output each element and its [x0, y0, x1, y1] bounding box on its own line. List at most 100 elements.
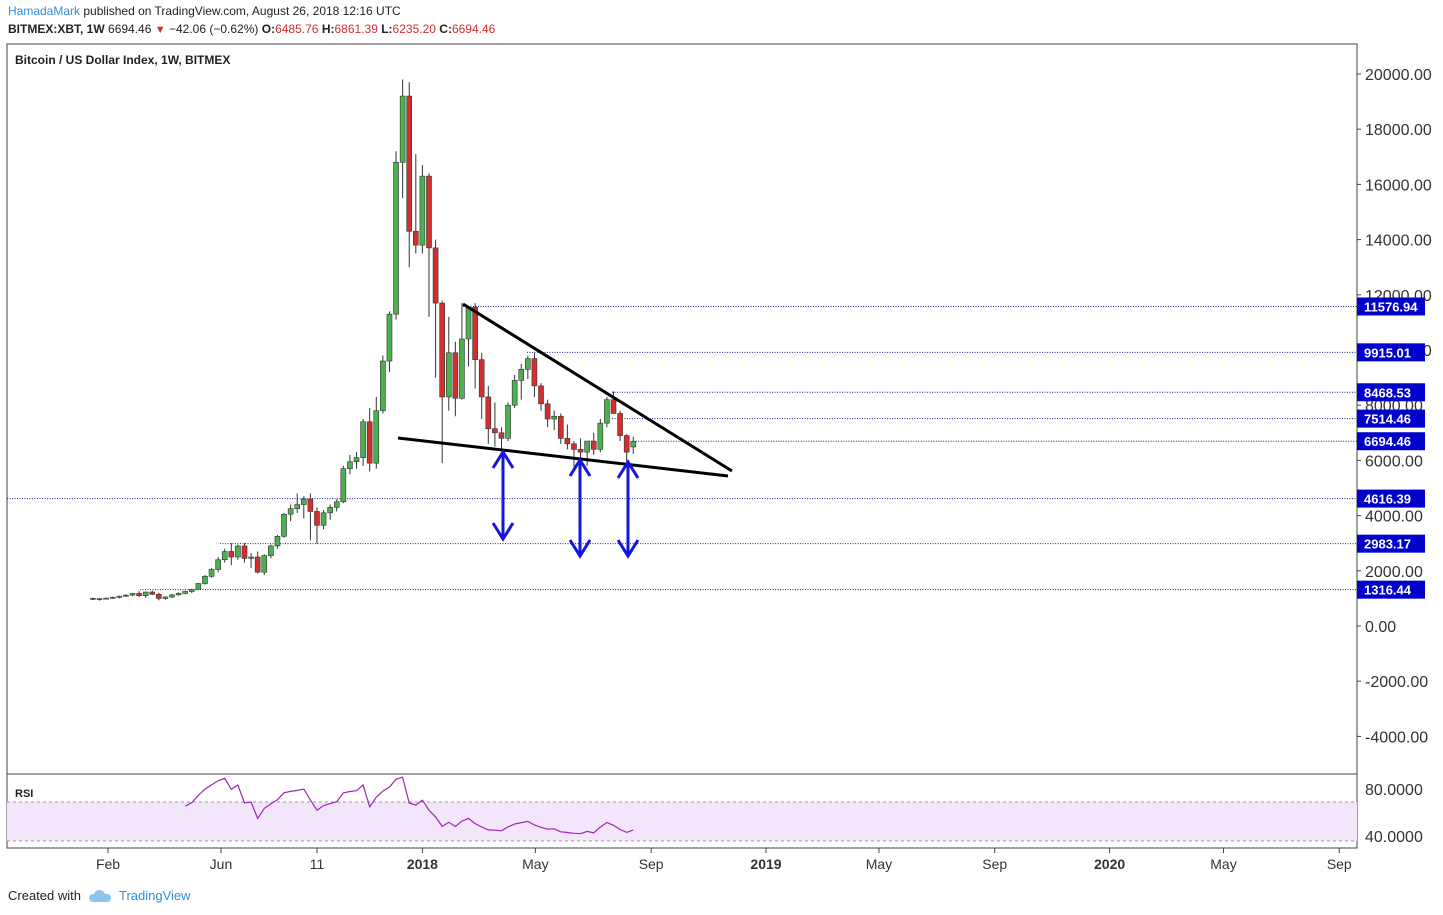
level-price-tag [1357, 489, 1425, 508]
arrow-head-up [568, 457, 592, 477]
change-value: −42.06 (−0.62%) [168, 22, 259, 36]
candle-down [617, 413, 623, 436]
candle-up [333, 501, 340, 508]
candle-down [254, 556, 261, 573]
candle-up [604, 399, 610, 424]
time-tick-label: 2020 [1094, 856, 1125, 872]
candle-up [268, 545, 274, 556]
time-tick-label: Sep [639, 856, 664, 872]
open-value: 6485.76 [275, 22, 319, 36]
candle-up [511, 380, 518, 406]
candle-up [465, 306, 472, 340]
level-price-label: 1316.44 [1364, 583, 1412, 598]
candle-up [274, 535, 281, 547]
candle-up [340, 468, 347, 503]
time-tick-label: Jun [210, 856, 233, 872]
chart-title: Bitcoin / US Dollar Index, 1W, BITMEX [15, 53, 230, 67]
author-link[interactable]: HamadaMark [8, 4, 81, 18]
measure-arrows[interactable] [491, 449, 640, 559]
candle-up [597, 422, 604, 450]
candle-up [399, 95, 406, 163]
triangle-drawing[interactable] [397, 302, 733, 478]
candle-up [162, 596, 169, 599]
descending-trendline[interactable] [462, 302, 733, 473]
ohlc-summary: BITMEX:XBT, 1W 6694.46 ▼ −42.06 (−0.62%)… [8, 22, 495, 36]
candle-down [472, 306, 478, 360]
level-price-tag [1357, 383, 1425, 402]
created-with-label: Created with [8, 888, 81, 903]
level-price-tag [1357, 297, 1425, 316]
candle-up [188, 588, 195, 592]
tradingview-link[interactable]: TradingView [118, 888, 191, 903]
level-price-label: 6694.46 [1364, 434, 1411, 449]
arrow-head-down [616, 539, 640, 559]
candle-up [380, 360, 386, 412]
candle-down [478, 359, 485, 398]
candle-down [314, 511, 320, 526]
candle-up [584, 440, 590, 453]
level-price-label: 4616.39 [1364, 492, 1411, 507]
time-axis: Feb Jun 11 2018 May Sep 2019 May Sep 2020 May Sep [96, 848, 1352, 872]
support-trendline[interactable] [397, 436, 729, 478]
price-tick-label: 6000.00 [1365, 453, 1423, 470]
double-arrow[interactable] [491, 449, 515, 542]
time-tick-label: 11 [310, 856, 325, 872]
arrow-head-up [616, 459, 640, 479]
tradingview-cloud-icon[interactable] [88, 889, 111, 902]
candle-down [156, 593, 162, 599]
candle-up [353, 457, 360, 463]
candle-up [103, 597, 109, 600]
candle-down [577, 449, 584, 453]
arrow-head-down [491, 522, 515, 542]
candle-up [123, 594, 129, 597]
double-arrow[interactable] [616, 459, 640, 559]
candle-up [195, 583, 202, 590]
candle-up [221, 551, 228, 561]
price-tick-label: 4000.00 [1365, 509, 1423, 526]
candle-up [373, 410, 380, 464]
candle-up [96, 598, 103, 600]
candle-down [590, 440, 597, 450]
candle-down [432, 247, 439, 304]
candle-down [452, 352, 459, 399]
close-value: 6694.46 [451, 22, 496, 36]
candle-up [116, 595, 123, 598]
candle-up [393, 162, 399, 315]
candle-down [413, 231, 419, 246]
candle-down [136, 593, 142, 596]
rsi-band [7, 802, 1357, 841]
high-value: 6861.39 [334, 22, 378, 36]
price-tick-label: 18000.00 [1365, 122, 1432, 139]
level-price-tag [1357, 343, 1425, 362]
published-text: published on TradingView.com, August 26,… [83, 4, 401, 18]
candle-up [287, 508, 294, 515]
candle-up [109, 596, 116, 599]
candle-down [610, 399, 617, 414]
candle-up [419, 175, 426, 246]
candle-up [347, 461, 353, 469]
candle-up [551, 415, 557, 420]
high-label: H: [321, 22, 335, 36]
level-price-tag [1357, 534, 1425, 553]
candle-up [327, 507, 333, 514]
double-arrow[interactable] [568, 457, 592, 559]
low-label: L: [381, 22, 393, 36]
footer: Created with TradingView [8, 888, 191, 903]
candle-up [360, 421, 366, 458]
candles [90, 79, 637, 601]
publish-info: HamadaMark published on TradingView.com,… [8, 4, 401, 18]
level-price-label: 2983.17 [1364, 537, 1411, 552]
candle-up [300, 498, 307, 505]
candle-up [129, 593, 136, 596]
candle-up [169, 594, 175, 598]
open-label: O: [261, 22, 276, 36]
price-axis: 20000.0018000.0016000.0014000.0012000.00… [1357, 67, 1432, 746]
rsi-series [184, 776, 634, 835]
candle-down [241, 545, 248, 559]
time-tick-label: Sep [982, 856, 1007, 872]
price-tick-label: 14000.00 [1365, 233, 1432, 250]
candle-up [281, 513, 287, 537]
time-tick-label: May [866, 856, 892, 872]
price-tick-label: 20000.00 [1365, 67, 1432, 84]
